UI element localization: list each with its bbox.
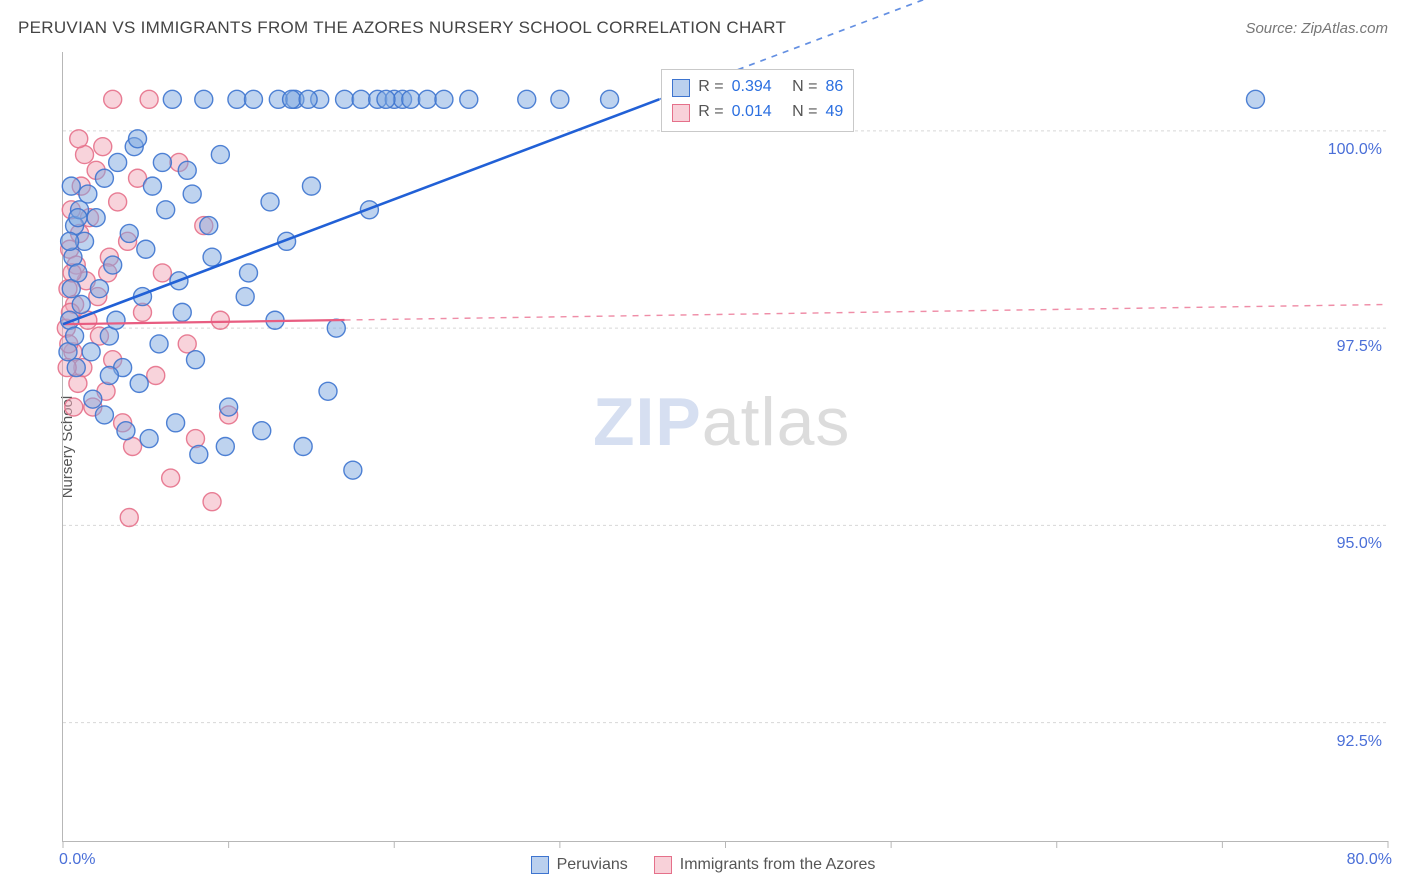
legend-item-pink: Immigrants from the Azores: [654, 856, 876, 874]
r-value-pink: 0.014: [732, 100, 772, 125]
n-label: N =: [792, 75, 817, 100]
y-tick-label: 95.0%: [1337, 535, 1382, 553]
plot-area: Nursery School ZIPatlas R = 0.394 N = 86…: [40, 52, 1388, 842]
n-value-pink: 49: [825, 100, 843, 125]
n-value-blue: 86: [825, 75, 843, 100]
n-label: N =: [792, 100, 817, 125]
r-value-blue: 0.394: [732, 75, 772, 100]
chart-title: PERUVIAN VS IMMIGRANTS FROM THE AZORES N…: [18, 18, 786, 38]
plot-svg: [63, 52, 1388, 841]
legend-swatch-blue: [672, 79, 690, 97]
legend-item-blue: Peruvians: [531, 856, 628, 874]
chart-source: Source: ZipAtlas.com: [1245, 20, 1388, 37]
chart-header: PERUVIAN VS IMMIGRANTS FROM THE AZORES N…: [18, 18, 1388, 38]
r-label: R =: [698, 75, 723, 100]
legend-stats-row-pink: R = 0.014 N = 49: [672, 100, 843, 125]
legend-label-blue: Peruvians: [557, 856, 628, 874]
legend-label-pink: Immigrants from the Azores: [680, 856, 876, 874]
y-tick-label: 92.5%: [1337, 733, 1382, 751]
legend-swatch-pink-bottom: [654, 856, 672, 874]
legend-statistics-box: R = 0.394 N = 86 R = 0.014 N = 49: [661, 69, 854, 132]
legend-swatch-pink: [672, 104, 690, 122]
y-tick-label: 97.5%: [1337, 338, 1382, 356]
legend-swatch-blue-bottom: [531, 856, 549, 874]
r-label: R =: [698, 100, 723, 125]
scatter-plot: ZIPatlas R = 0.394 N = 86 R = 0.014 N = …: [62, 52, 1388, 842]
bottom-legend: Peruvians Immigrants from the Azores: [0, 856, 1406, 874]
legend-stats-row-blue: R = 0.394 N = 86: [672, 75, 843, 100]
y-tick-label: 100.0%: [1328, 141, 1382, 159]
